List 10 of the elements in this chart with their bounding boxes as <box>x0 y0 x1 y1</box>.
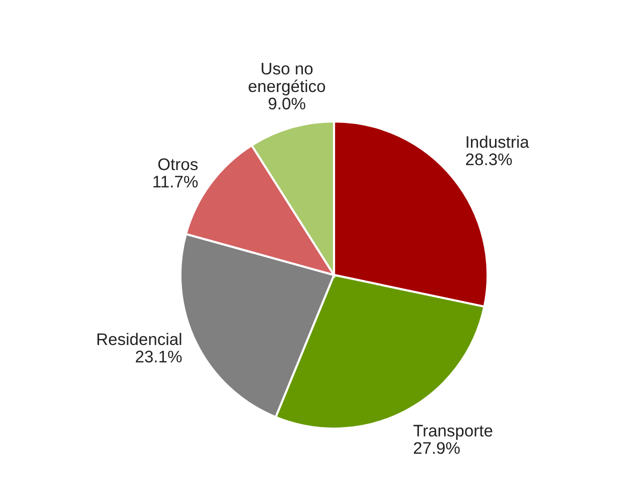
data-label: 9.0% <box>268 98 306 110</box>
data-label: 28.3% <box>466 153 512 166</box>
slice-label: Transporte <box>413 424 492 440</box>
data-label: 27.9% <box>414 442 460 454</box>
data-label: 23.1% <box>136 350 182 362</box>
data-label: 11.7% <box>153 176 198 188</box>
slice-label: Otros <box>158 158 198 170</box>
slice-label: Uso no energético <box>248 62 326 96</box>
slice-label: Industria <box>466 136 530 148</box>
slice-label: Residencial <box>97 332 182 346</box>
